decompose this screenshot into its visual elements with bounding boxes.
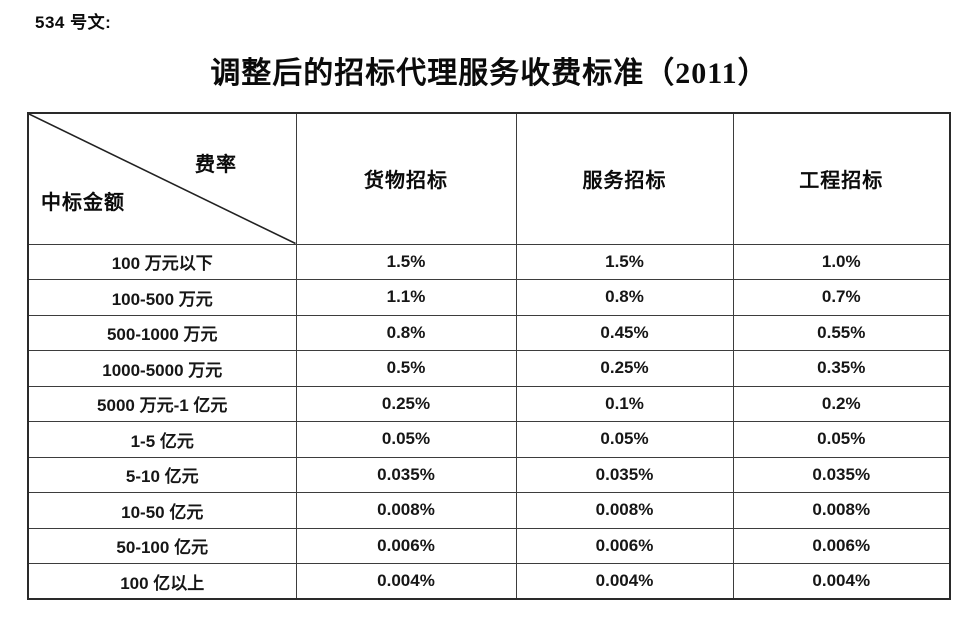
fee-value-cell: 0.006% [732,527,951,564]
fee-value-cell: 0.004% [295,563,517,600]
fee-value-cell: 0.35% [732,350,951,387]
table-row: 500-1000 万元 0.8% 0.45% 0.55% [27,314,951,351]
fee-rate-table: 费率 中标金额 货物招标 服务招标 工程招标 100 万元以下 1.5% 1.5% 1.0… [27,112,951,600]
fee-value-cell: 1.0% [732,243,951,280]
fee-value-cell: 0.05% [732,421,951,458]
row-label-cell: 5-10 亿元 [27,456,297,493]
fee-value-cell: 1.5% [295,243,517,280]
fee-value-cell: 1.1% [295,279,517,316]
row-label-cell: 100-500 万元 [27,279,297,316]
table-row: 100 亿以上 0.004% 0.004% 0.004% [27,563,951,600]
table-body: 100 万元以下 1.5% 1.5% 1.0% 100-500 万元 1.1% 0.8% 0.… [27,243,951,600]
row-label-cell: 50-100 亿元 [27,527,297,564]
table-row: 50-100 亿元 0.006% 0.006% 0.006% [27,527,951,564]
table-row: 10-50 亿元 0.008% 0.008% 0.008% [27,492,951,529]
fee-value-cell: 0.006% [295,527,517,564]
table-row: 1000-5000 万元 0.5% 0.25% 0.35% [27,350,951,387]
table-row: 5000 万元-1 亿元 0.25% 0.1% 0.2% [27,385,951,422]
diagonal-divider-line [29,114,295,243]
fee-value-cell: 0.035% [295,456,517,493]
row-label-cell: 10-50 亿元 [27,492,297,529]
fee-value-cell: 0.05% [295,421,517,458]
corner-label-rate: 费率 [195,154,237,176]
column-header-1: 货物招标 [295,112,517,245]
fee-value-cell: 0.25% [295,385,517,422]
row-label-cell: 100 万元以下 [27,243,297,280]
fee-value-cell: 0.004% [732,563,951,600]
fee-value-cell: 0.8% [295,314,517,351]
fee-value-cell: 0.55% [732,314,951,351]
table-header-row: 费率 中标金额 货物招标 服务招标 工程招标 [27,112,951,245]
fee-value-cell: 0.035% [732,456,951,493]
column-header-2: 服务招标 [515,112,734,245]
row-label-cell: 100 亿以上 [27,563,297,600]
diagonal-corner-cell: 费率 中标金额 [27,112,297,245]
fee-value-cell: 0.004% [515,563,734,600]
table-row: 100-500 万元 1.1% 0.8% 0.7% [27,279,951,316]
fee-value-cell: 0.1% [515,385,734,422]
fee-value-cell: 0.008% [295,492,517,529]
row-label-cell: 1000-5000 万元 [27,350,297,387]
table-row: 100 万元以下 1.5% 1.5% 1.0% [27,243,951,280]
fee-value-cell: 0.05% [515,421,734,458]
row-label-cell: 1-5 亿元 [27,421,297,458]
fee-value-cell: 0.006% [515,527,734,564]
fee-value-cell: 0.008% [732,492,951,529]
column-header-3: 工程招标 [732,112,951,245]
page-title: 调整后的招标代理服务收费标准（2011） [210,57,769,90]
fee-value-cell: 0.45% [515,314,734,351]
document-number-label: 534 号文: [35,13,112,32]
fee-value-cell: 0.008% [515,492,734,529]
row-label-cell: 5000 万元-1 亿元 [27,385,297,422]
fee-value-cell: 0.7% [732,279,951,316]
fee-value-cell: 0.2% [732,385,951,422]
table-row: 1-5 亿元 0.05% 0.05% 0.05% [27,421,951,458]
row-label-cell: 500-1000 万元 [27,314,297,351]
table-row: 5-10 亿元 0.035% 0.035% 0.035% [27,456,951,493]
fee-value-cell: 0.035% [515,456,734,493]
fee-value-cell: 0.5% [295,350,517,387]
fee-value-cell: 1.5% [515,243,734,280]
corner-label-award-amount: 中标金额 [41,192,125,214]
fee-value-cell: 0.8% [515,279,734,316]
fee-value-cell: 0.25% [515,350,734,387]
